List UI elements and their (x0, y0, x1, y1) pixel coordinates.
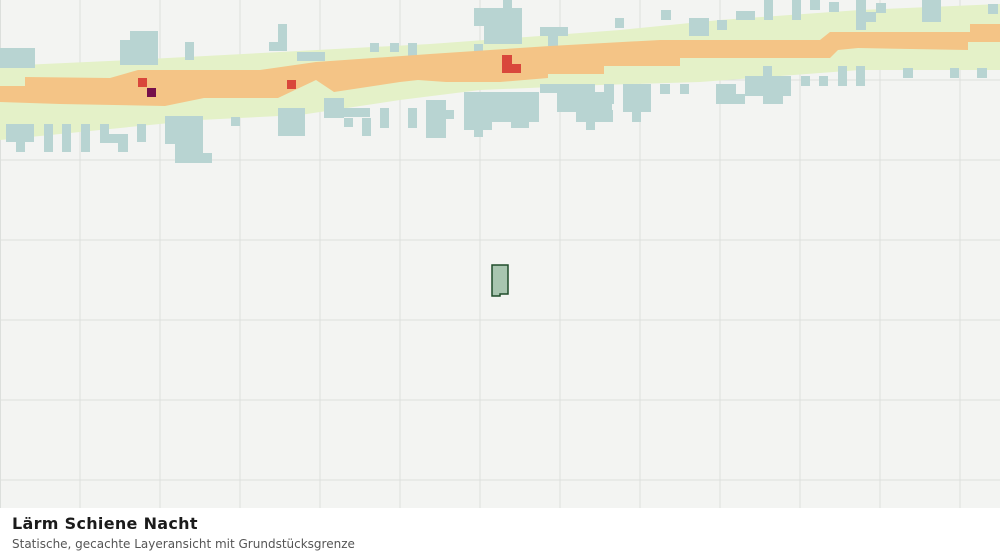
map (0, 0, 1000, 508)
noise-zone-high (138, 55, 521, 89)
caption: Lärm Schiene Nacht Statische, gecachte L… (0, 508, 1000, 560)
layer-subtitle: Statische, gecachte Layeransicht mit Gru… (12, 537, 355, 551)
layer-title: Lärm Schiene Nacht (12, 514, 198, 533)
noise-zone-very-high (147, 88, 156, 97)
noise-zone-fringe (0, 0, 998, 163)
parcel-boundary (491, 264, 509, 297)
noise-zone-medium (0, 24, 1000, 106)
